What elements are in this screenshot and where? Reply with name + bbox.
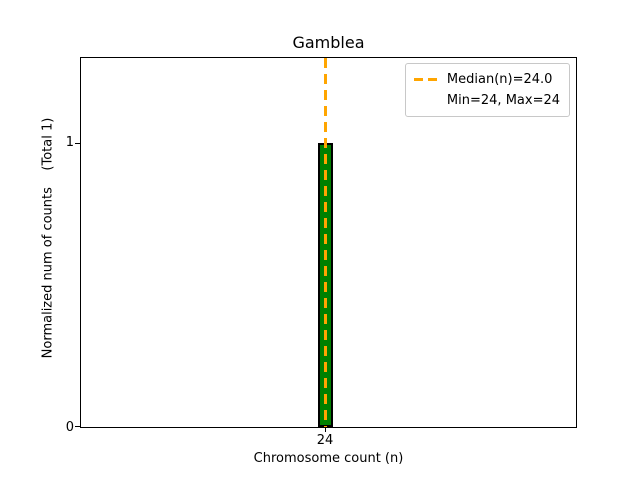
legend-median-label: Median(n)=24.0 <box>446 72 553 87</box>
legend: Median(n)=24.0 Min=24, Max=24 <box>404 63 570 117</box>
legend-row-median: Median(n)=24.0 <box>413 69 560 90</box>
chart-title: Gamblea <box>292 33 365 52</box>
legend-minmax-label: Min=24, Max=24 <box>446 93 560 108</box>
y-tick-label-0: 0 <box>65 420 74 435</box>
y-tick-mark-0 <box>75 426 80 427</box>
y-axis-label: Normalized num of counts (Total 1) <box>40 117 56 359</box>
y-tick-label-1: 1 <box>65 135 74 150</box>
median-dash-swatch-icon <box>413 78 439 81</box>
legend-row-minmax: Min=24, Max=24 <box>414 90 560 111</box>
x-tick-label-24: 24 <box>316 433 334 448</box>
x-axis-label: Chromosome count (n) <box>253 451 404 466</box>
median-line <box>324 58 327 427</box>
y-tick-mark-1 <box>75 143 80 144</box>
x-tick-mark-24 <box>325 427 326 432</box>
plot-area: Median(n)=24.0 Min=24, Max=24 <box>75 57 577 432</box>
legend-empty-swatch <box>414 99 439 102</box>
